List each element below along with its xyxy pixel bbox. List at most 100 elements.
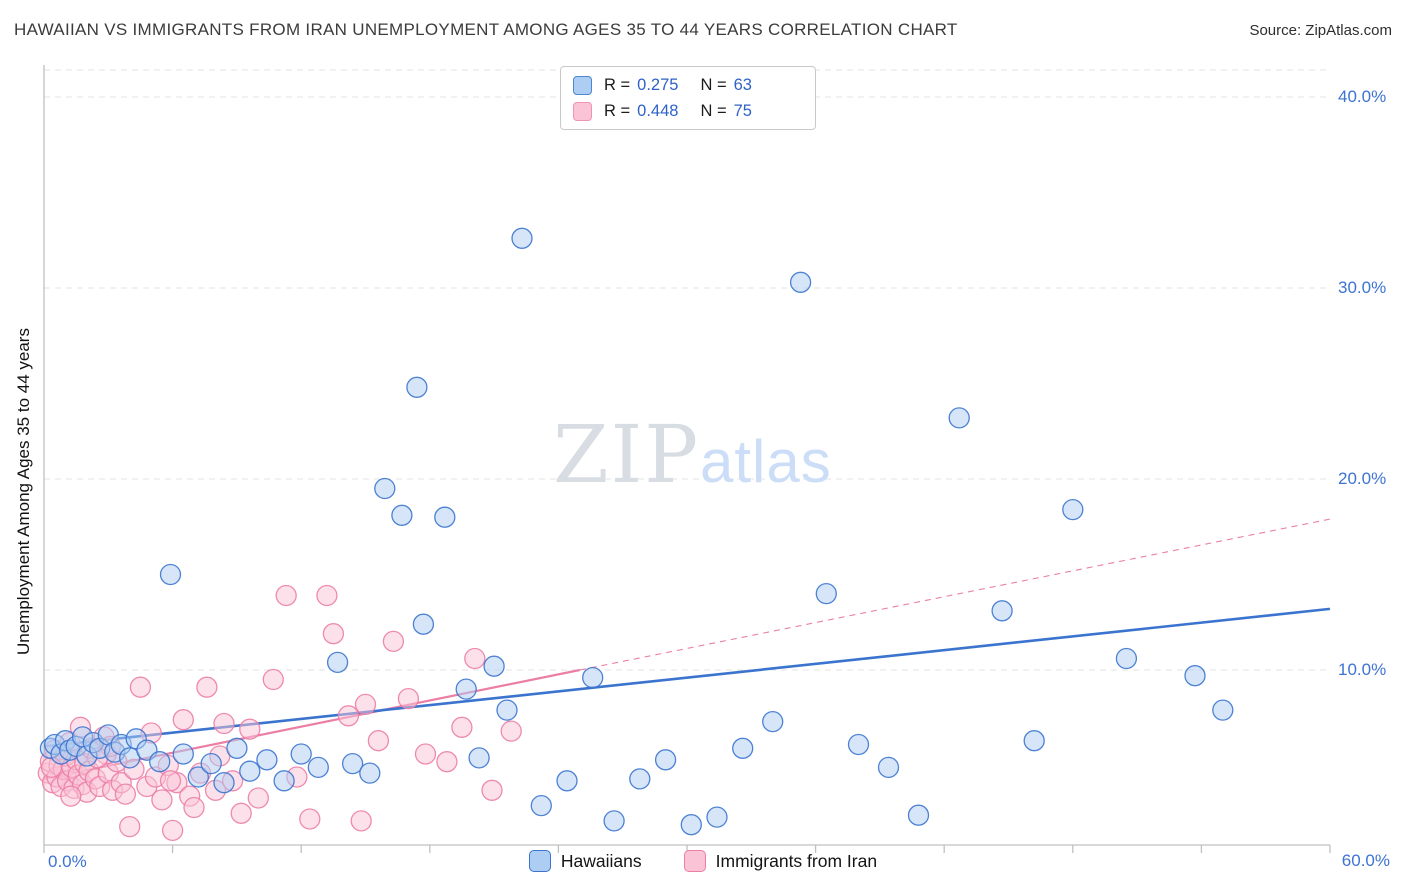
y-tick-label-20: 20.0% bbox=[1338, 469, 1387, 488]
scatter-point-hawaiians bbox=[226, 737, 248, 759]
scatter-point-iran bbox=[239, 718, 261, 740]
scatter-point-iran bbox=[414, 743, 437, 765]
scatter-point-iran bbox=[183, 796, 205, 819]
scatter-point-hawaiians bbox=[290, 743, 312, 765]
scatter-point-hawaiians bbox=[1062, 498, 1084, 521]
stats-swatch-hawaiians bbox=[573, 75, 592, 95]
scatter-point-hawaiians bbox=[483, 655, 505, 677]
scatter-point-iran bbox=[481, 779, 503, 801]
scatter-point-hawaiians bbox=[406, 376, 428, 398]
r-value: 0.275 bbox=[637, 75, 679, 94]
scatter-point-iran bbox=[322, 623, 345, 645]
scatter-point-hawaiians bbox=[762, 710, 784, 733]
scatter-point-iran bbox=[350, 810, 372, 832]
scatter-point-iran bbox=[213, 712, 235, 735]
scatter-point-hawaiians bbox=[468, 747, 490, 769]
scatter-point-hawaiians bbox=[374, 477, 396, 500]
scatter-point-iran bbox=[172, 709, 194, 731]
scatter-point-hawaiians bbox=[434, 506, 456, 528]
scatter-point-hawaiians bbox=[847, 733, 870, 756]
scatter-point-iran bbox=[299, 808, 321, 830]
scatter-point-hawaiians bbox=[1115, 647, 1138, 670]
scatter-point-hawaiians bbox=[1023, 730, 1045, 752]
scatter-point-hawaiians bbox=[907, 804, 930, 826]
legend-item-hawaiians: Hawaiians bbox=[528, 850, 642, 872]
scatter-point-hawaiians bbox=[629, 768, 651, 790]
scatter-point-hawaiians bbox=[273, 770, 295, 792]
scatter-point-hawaiians bbox=[603, 810, 625, 832]
scatter-point-iran bbox=[151, 789, 173, 811]
y-tick-label-40: 40.0% bbox=[1338, 87, 1387, 106]
scatter-point-hawaiians bbox=[256, 749, 278, 771]
stats-row-hawaiians: R = 0.275 N = 63 bbox=[573, 75, 803, 95]
scatter-point-iran bbox=[119, 815, 141, 838]
scatter-point-hawaiians bbox=[877, 756, 900, 779]
scatter-point-iran bbox=[382, 630, 405, 653]
scatter-point-hawaiians bbox=[1212, 699, 1234, 721]
scatter-point-iran bbox=[316, 584, 338, 607]
scatter-point-hawaiians bbox=[496, 699, 518, 721]
scatter-point-hawaiians bbox=[556, 770, 578, 792]
scatter-point-hawaiians bbox=[789, 271, 812, 293]
scatter-point-hawaiians bbox=[239, 760, 261, 782]
scatter-point-hawaiians bbox=[326, 651, 349, 674]
n-label: N = bbox=[700, 101, 727, 120]
scatter-point-iran bbox=[247, 787, 269, 809]
r-value: 0.448 bbox=[637, 101, 679, 120]
scatter-point-iran bbox=[436, 751, 458, 773]
stats-swatch-iran bbox=[573, 101, 592, 121]
n-value: 63 bbox=[733, 75, 752, 94]
y-tick-label-10: 10.0% bbox=[1338, 660, 1387, 679]
scatter-point-iran bbox=[159, 770, 182, 792]
correlation-stats-legend: R = 0.275 N = 63 R = 0.448 N = 75 bbox=[560, 66, 816, 130]
scatter-point-iran bbox=[60, 785, 82, 807]
scatter-point-hawaiians bbox=[511, 227, 533, 249]
scatter-point-hawaiians bbox=[341, 752, 364, 775]
scatter-point-hawaiians bbox=[412, 613, 435, 635]
scatter-point-iran bbox=[161, 819, 184, 842]
chart-header: HAWAIIAN VS IMMIGRANTS FROM IRAN UNEMPLO… bbox=[14, 20, 1392, 40]
legend-label-hawaiians: Hawaiians bbox=[560, 850, 642, 871]
scatter-point-iran bbox=[397, 687, 420, 710]
scatter-point-hawaiians bbox=[991, 600, 1013, 622]
scatter-point-hawaiians bbox=[732, 737, 754, 759]
scatter-point-hawaiians bbox=[187, 766, 209, 788]
scatter-point-iran bbox=[451, 716, 473, 738]
scatter-point-iran bbox=[129, 676, 152, 698]
scatter-point-hawaiians bbox=[815, 582, 837, 605]
x-axis-min-label: 0.0% bbox=[48, 852, 87, 871]
scatter-point-hawaiians bbox=[391, 504, 413, 526]
x-axis-max-label: 60.0% bbox=[1341, 851, 1390, 870]
source-label: Source: ZipAtlas.com bbox=[1249, 22, 1392, 39]
chart-title: HAWAIIAN VS IMMIGRANTS FROM IRAN UNEMPLO… bbox=[14, 20, 958, 39]
legend-label-iran: Immigrants from Iran bbox=[715, 850, 878, 871]
scatter-point-hawaiians bbox=[654, 749, 677, 771]
scatter-point-hawaiians bbox=[455, 678, 477, 700]
scatter-point-iran bbox=[275, 584, 297, 607]
scatter-point-hawaiians bbox=[948, 407, 970, 429]
scatter-point-hawaiians bbox=[680, 814, 702, 836]
trend-line-hawaiians bbox=[43, 607, 1331, 748]
scatter-point-hawaiians bbox=[582, 666, 604, 689]
scatter-point-iran bbox=[196, 676, 218, 698]
legend-swatch-hawaiians bbox=[528, 850, 551, 872]
n-label: N = bbox=[700, 75, 727, 94]
scatter-point-iran bbox=[367, 730, 390, 752]
scatter-point-hawaiians bbox=[706, 806, 728, 828]
scatter-point-iran bbox=[500, 720, 522, 742]
scatter-point-iran bbox=[354, 693, 377, 716]
scatter-point-hawaiians bbox=[530, 794, 552, 817]
legend-item-iran: Immigrants from Iran bbox=[683, 850, 878, 872]
scatter-point-hawaiians bbox=[159, 563, 182, 586]
scatter-point-iran bbox=[230, 802, 252, 824]
scatter-point-hawaiians bbox=[149, 751, 171, 773]
scatter-point-iran bbox=[114, 783, 137, 805]
scatter-point-hawaiians bbox=[213, 772, 235, 794]
scatter-point-iran bbox=[337, 705, 360, 727]
scatter-point-hawaiians bbox=[1184, 665, 1206, 687]
legend-swatch-iran bbox=[683, 850, 706, 872]
y-tick-label-30: 30.0% bbox=[1338, 278, 1387, 297]
scatter-point-hawaiians bbox=[172, 743, 194, 765]
y-axis-title: Unemployment Among Ages 35 to 44 years bbox=[14, 328, 33, 655]
